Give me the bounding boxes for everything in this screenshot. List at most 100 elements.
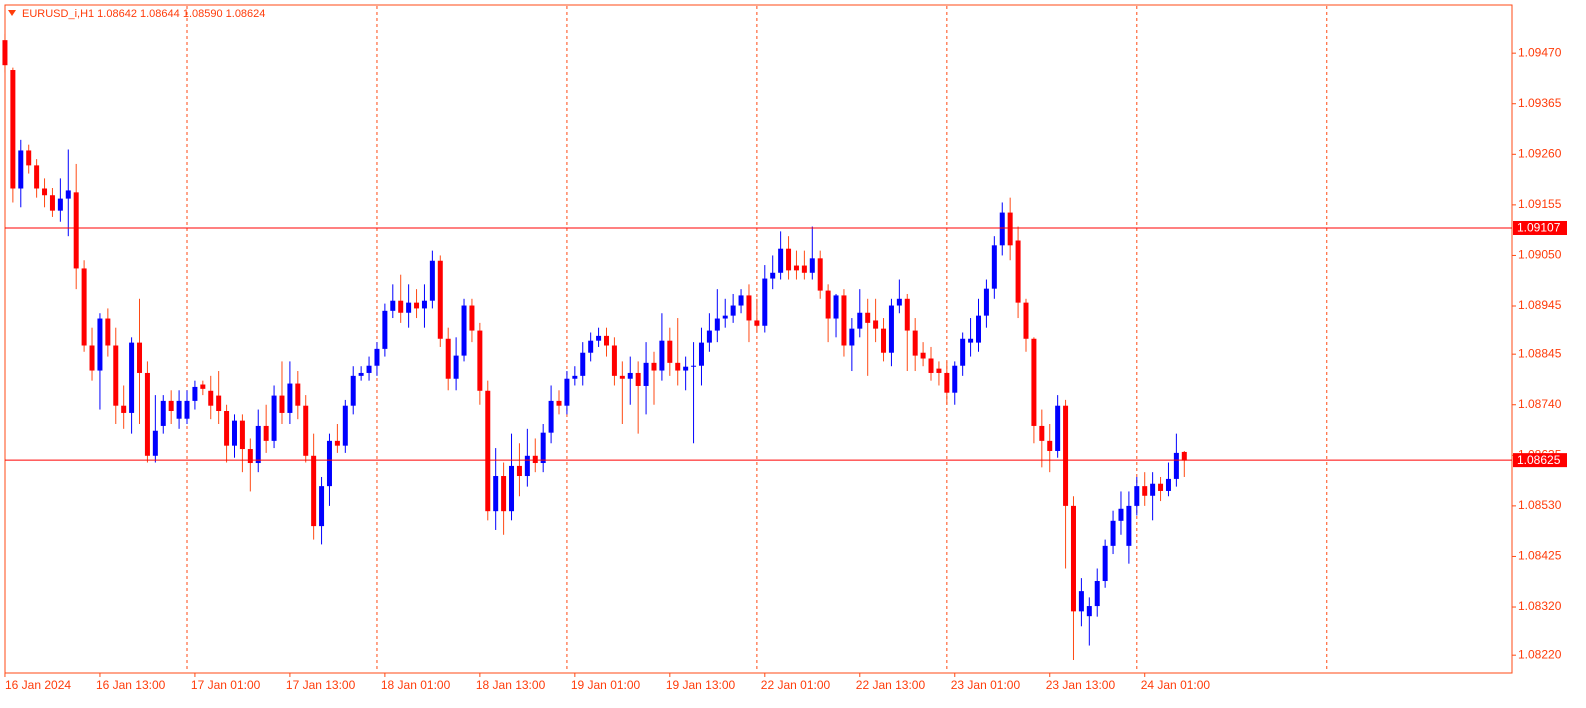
candle-body (920, 352, 926, 359)
x-tick-label: 23 Jan 13:00 (1046, 678, 1116, 692)
candle-body (89, 345, 95, 371)
y-tick-label: 1.08425 (1518, 549, 1562, 563)
candle-body (833, 295, 839, 319)
candle-body (888, 305, 894, 353)
candle-body (1070, 505, 1076, 612)
candle-body (865, 312, 871, 323)
candle-body (1102, 545, 1108, 582)
candle-body (453, 355, 459, 379)
candle-body (406, 302, 412, 313)
candle-body (216, 395, 222, 412)
candle-body (2, 40, 8, 66)
candle-body (1142, 486, 1148, 496)
y-tick-label: 1.09050 (1518, 248, 1562, 262)
candle-body (1094, 581, 1100, 607)
candle-body (809, 258, 815, 273)
candle-body (1181, 451, 1187, 461)
candle-body (374, 348, 380, 366)
y-tick-label: 1.08945 (1518, 298, 1562, 312)
candle-body (239, 420, 245, 450)
candle-body (1150, 483, 1156, 496)
candle-body (1086, 606, 1092, 617)
candle-body (49, 195, 55, 211)
candle-body (176, 400, 182, 419)
x-tick-label: 23 Jan 01:00 (951, 678, 1021, 692)
candle-body (144, 372, 150, 456)
candle-body (912, 330, 918, 356)
candle-body (896, 298, 902, 306)
candle-body (1007, 212, 1013, 246)
plot-frame (4, 4, 1513, 674)
collapse-icon (8, 10, 16, 16)
candle-body (976, 315, 982, 343)
candle-body (1055, 405, 1061, 451)
candle-body (319, 486, 325, 527)
candle-body (611, 345, 617, 376)
candle-body (968, 338, 974, 343)
candle-body (778, 248, 784, 273)
y-tick-label: 1.08220 (1518, 647, 1562, 661)
candle-body (817, 258, 823, 291)
candle-body (825, 290, 831, 319)
candle-body (596, 335, 602, 341)
y-tick-label: 1.08320 (1518, 599, 1562, 613)
candle-body (208, 390, 214, 406)
candle-body (722, 315, 728, 319)
candle-body (358, 372, 364, 376)
candle-body (532, 455, 538, 464)
candle-body (960, 338, 966, 366)
x-tick-label: 17 Jan 01:00 (191, 678, 261, 692)
candle-body (770, 272, 776, 279)
x-tick-label: 19 Jan 01:00 (571, 678, 641, 692)
candle-body (643, 362, 649, 386)
x-tick-label: 18 Jan 13:00 (476, 678, 546, 692)
candle-body (231, 420, 237, 446)
x-tick-label: 18 Jan 01:00 (381, 678, 451, 692)
y-tick-label: 1.08740 (1518, 397, 1562, 411)
candle-body (224, 411, 230, 446)
candle-body (461, 305, 467, 356)
candle-body (1015, 240, 1021, 303)
chart-title: EURUSD_i,H1 1.08642 1.08644 1.08590 1.08… (22, 8, 265, 20)
candle-body (311, 455, 317, 527)
candle-body (564, 378, 570, 406)
candle-body (849, 328, 855, 346)
candle-body (279, 395, 285, 413)
x-tick-label: 16 Jan 2024 (5, 678, 71, 692)
candle-body (10, 70, 16, 189)
candle-body (540, 432, 546, 464)
candle-body (509, 465, 515, 512)
candle-body (714, 318, 720, 331)
candle-body (548, 400, 554, 433)
candle-body (635, 372, 641, 386)
candle-body (429, 260, 435, 301)
candle-body (97, 318, 103, 371)
candle-body (485, 390, 491, 512)
candle-body (247, 449, 253, 464)
candle-body (326, 440, 332, 487)
candle-body (65, 190, 71, 199)
price-label: 1.08625 (1517, 453, 1561, 467)
candle-body (398, 300, 404, 313)
candle-body (263, 425, 269, 441)
candle-body (588, 340, 594, 353)
candle-body (675, 362, 681, 371)
candle-body (659, 340, 665, 371)
candle-body (1031, 338, 1037, 426)
x-tick-label: 22 Jan 01:00 (761, 678, 831, 692)
candle-body (129, 342, 135, 413)
candle-body (873, 320, 879, 329)
candle-body (991, 245, 997, 289)
candle-body (754, 320, 760, 326)
candle-body (152, 430, 158, 456)
candle-body (651, 362, 657, 371)
candle-body (437, 260, 443, 339)
candle-body (983, 288, 989, 316)
candle-body (698, 342, 704, 366)
candle-body (524, 455, 530, 477)
candle-body (1126, 505, 1132, 546)
candle-body (469, 305, 475, 331)
candle-body (303, 405, 309, 456)
candle-body (200, 384, 206, 389)
